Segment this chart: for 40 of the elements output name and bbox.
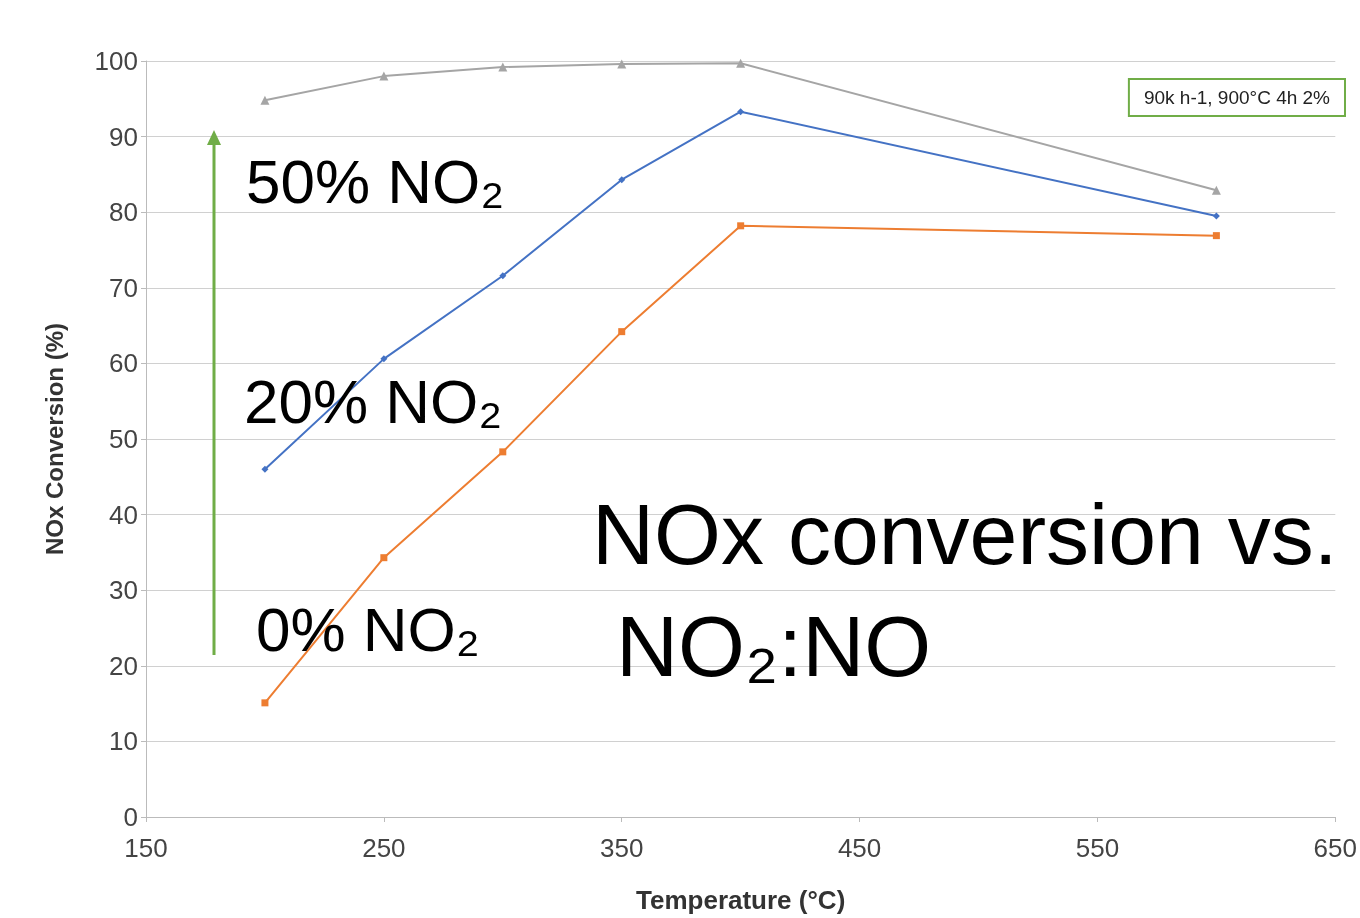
point	[380, 554, 388, 562]
y-tick-label: 20	[109, 650, 138, 681]
y-tick-label: 10	[109, 726, 138, 757]
point	[499, 272, 507, 280]
point	[379, 71, 389, 81]
point	[617, 59, 627, 69]
point	[1211, 185, 1221, 195]
point	[1212, 212, 1220, 220]
point	[736, 58, 746, 68]
y-tick-label: 60	[109, 348, 138, 379]
point	[737, 108, 745, 116]
point	[618, 176, 626, 184]
annotation: NOx conversion vs. NO₂:NO	[592, 486, 1338, 694]
y-tick-label: 70	[109, 272, 138, 303]
y-axis-title: NOx Conversion (%)	[40, 322, 68, 556]
annotation: 90k h-1, 900°C 4h 2%	[1143, 87, 1331, 108]
point	[618, 328, 626, 336]
series-label: 50% NO₂	[246, 146, 505, 216]
point	[1212, 232, 1220, 240]
x-tick-label: 450	[837, 833, 882, 863]
point	[261, 465, 269, 473]
x-tick-label: 650	[1313, 833, 1358, 863]
point	[737, 222, 745, 230]
y-tick-label: 50	[109, 424, 138, 454]
point	[380, 355, 388, 363]
x-tick-label: 250	[362, 833, 406, 863]
point	[261, 699, 269, 707]
y-tick-label: 0	[123, 802, 138, 832]
y-tick-label: 100	[94, 46, 138, 76]
point	[260, 95, 270, 105]
y-tick-label: 30	[109, 575, 138, 606]
point	[498, 62, 508, 72]
x-tick-label: 350	[600, 833, 644, 863]
x-tick-label: 150	[124, 833, 168, 863]
y-tick-label: 80	[109, 197, 138, 228]
y-tick-label: 40	[109, 499, 138, 530]
y-tick-label: 90	[109, 121, 138, 152]
point	[499, 448, 507, 456]
x-axis-title: Temperature (°C)	[636, 885, 846, 915]
x-tick-label: 550	[1075, 833, 1120, 863]
